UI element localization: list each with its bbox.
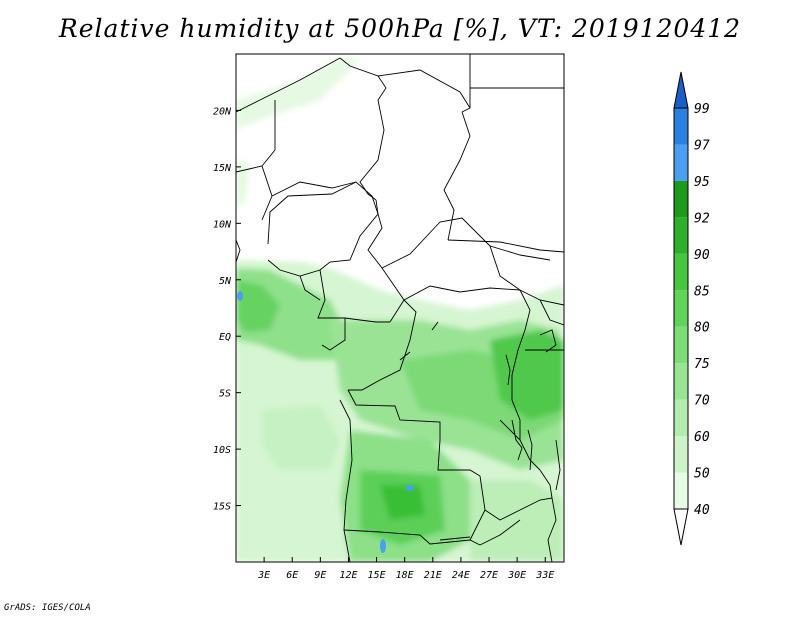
colorbar-bin (674, 253, 688, 291)
lat-tick-label: 5S (219, 389, 231, 400)
humidity-field (236, 54, 564, 562)
colorbar-bin (674, 472, 688, 509)
colorbar-bin (674, 399, 688, 437)
colorbar-label: 60 (694, 430, 710, 445)
lat-tick-label: EQ (219, 332, 231, 343)
lon-tick-label: 6E (286, 570, 298, 581)
lat-tick-label: 5N (219, 276, 232, 287)
country-borders (236, 54, 564, 562)
lon-tick-label: 30E (507, 570, 526, 581)
colorbar-bin (674, 363, 688, 400)
colorbar-label: 95 (694, 175, 710, 190)
latitude-axis: 20N 15N 10N 5N EQ 5S 10S 15S (213, 106, 241, 513)
lon-tick-label: 27E (480, 570, 498, 581)
lat-tick-label: 10S (213, 445, 231, 456)
colorbar-bin (674, 436, 688, 473)
lon-tick-label: 3E (257, 570, 270, 581)
lon-tick-label: 21E (424, 570, 442, 581)
lon-tick-label: 18E (396, 570, 414, 581)
colorbar-outline (673, 107, 689, 510)
longitude-axis: 3E 6E 9E 12E 15E 18E 21E 24E 27E 30E 33E (257, 557, 554, 581)
colorbar: 40 50 60 70 75 80 85 90 92 95 97 99 (673, 71, 710, 546)
lon-tick-label: 33E (535, 570, 554, 581)
colorbar-label: 80 (694, 321, 710, 336)
lat-tick-label: 20N (213, 106, 232, 117)
colorbar-bin (674, 290, 688, 327)
colorbar-label: 85 (694, 284, 710, 299)
colorbar-label: 90 (694, 248, 710, 263)
colorbar-label: 92 (694, 211, 710, 226)
colorbar-bin (674, 326, 688, 364)
lat-tick-label: 15N (213, 163, 232, 174)
colorbar-bin (674, 180, 688, 218)
colorbar-label: 50 (694, 467, 710, 482)
map-frame (235, 53, 565, 563)
colorbar-bin (674, 217, 688, 254)
colorbar-bin (674, 108, 688, 145)
lon-tick-label: 9E (314, 570, 326, 581)
colorbar-bin (674, 144, 688, 181)
colorbar-max-arrow (673, 71, 689, 109)
lon-tick-label: 12E (339, 570, 357, 581)
lon-tick-label: 24E (452, 570, 470, 581)
lat-tick-label: 15S (213, 502, 231, 513)
colorbar-label: 70 (694, 394, 710, 409)
grads-credit: GrADS: IGES/COLA (4, 603, 91, 613)
colorbar-min-arrow (673, 508, 689, 546)
colorbar-label: 75 (694, 357, 710, 372)
colorbar-label: 40 (694, 503, 710, 518)
lat-tick-label: 10N (213, 219, 232, 230)
chart-title: Relative humidity at 500hPa [%], VT: 201… (58, 14, 742, 43)
colorbar-label: 97 (694, 138, 710, 153)
colorbar-label: 99 (694, 102, 710, 117)
lon-tick-label: 15E (368, 570, 386, 581)
